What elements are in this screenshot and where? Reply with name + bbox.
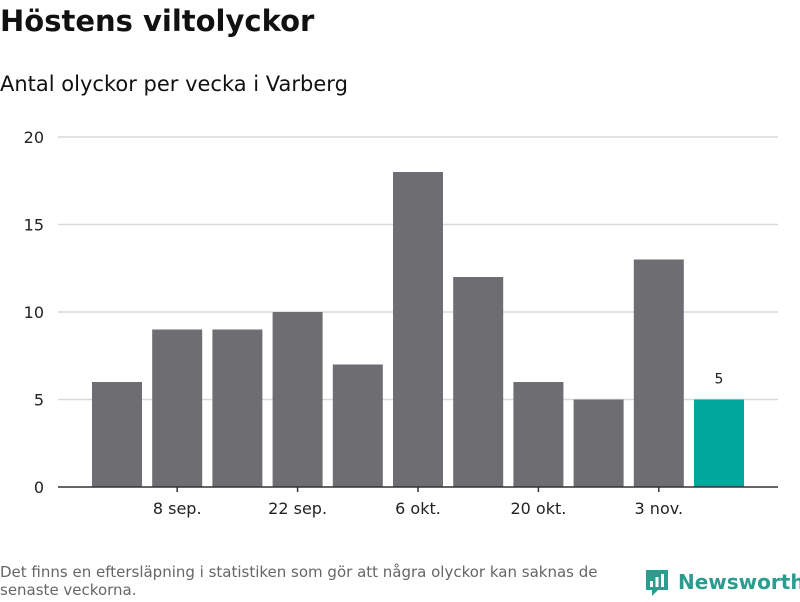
data-label: 5 (715, 372, 724, 388)
footnote: Det finns en eftersläpning i statistiken… (0, 563, 598, 599)
x-tick-label: 6 okt. (395, 499, 441, 518)
bar (633, 259, 684, 487)
bar (453, 277, 504, 487)
bar (152, 329, 203, 487)
bar (332, 364, 383, 487)
bar (573, 399, 624, 487)
bar (393, 172, 443, 487)
y-tick-label: 20 (24, 128, 44, 147)
brand-name: Newsworthy (678, 570, 800, 594)
y-tick-label: 15 (24, 216, 44, 235)
x-tick-label: 8 sep. (153, 499, 202, 518)
labels-layer: 0 5 10 15 20 8 sep. 22 sep. 6 okt. 20 okt. 3 nov.… (24, 128, 778, 518)
brand[interactable]: Newsworthy (644, 568, 800, 602)
chart-title: Höstens viltolyckor (0, 4, 315, 38)
newsworthy-logo-icon (646, 570, 668, 596)
bar (92, 382, 142, 487)
bar (272, 312, 323, 487)
bar (513, 382, 564, 487)
bar (212, 329, 263, 487)
bar (694, 399, 744, 487)
chart-subtitle: Antal olyckor per vecka i Varberg (0, 72, 348, 96)
x-tick-label: 3 nov. (635, 499, 684, 518)
y-tick-label: 10 (24, 303, 44, 322)
bar-chart: 0 5 10 15 20 8 sep. 22 sep. 6 okt. 20 okt. 3 nov.… (24, 128, 778, 518)
x-tick-label: 22 sep. (268, 499, 327, 518)
y-tick-label: 5 (34, 391, 44, 410)
x-tick-label: 20 okt. (510, 499, 566, 518)
bars-layer (92, 172, 744, 487)
y-tick-label: 0 (34, 478, 44, 497)
